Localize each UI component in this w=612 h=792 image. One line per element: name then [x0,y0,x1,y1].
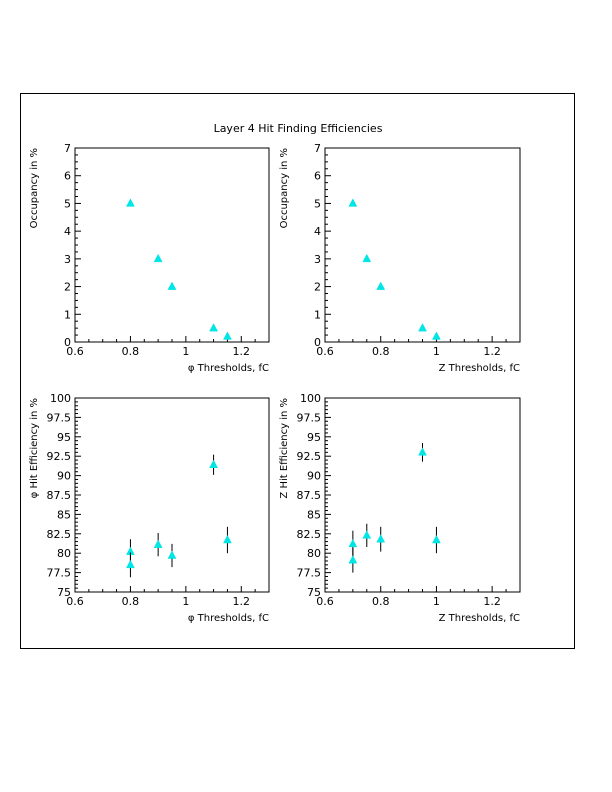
y-tick-label: 85 [307,508,321,521]
y-tick-label: 7 [314,142,321,155]
x-axis-label: Z Thresholds, fC [439,613,520,624]
data-point-marker [153,539,163,548]
y-tick-label: 75 [57,586,71,599]
y-tick-label: 3 [314,253,321,266]
x-tick-label: 1 [182,595,189,608]
x-tick-label: 1.2 [483,345,501,358]
y-tick-label: 87.5 [297,489,322,502]
data-point-marker [418,447,427,456]
x-axis-label: Z Thresholds, fC [439,363,520,374]
y-tick-label: 87.5 [47,489,72,502]
y-tick-label: 100 [50,392,71,405]
x-tick-label: 0.8 [372,345,390,358]
y-tick-label: 90 [307,470,321,483]
y-tick-label: 90 [57,470,71,483]
y-tick-label: 92.5 [47,450,72,463]
x-axis-label: φ Thresholds, fC [188,613,269,624]
y-axis-label: Occupancy in % [279,148,290,228]
y-tick-label: 4 [64,225,71,238]
y-tick-label: 77.5 [297,567,322,580]
y-tick-label: 6 [64,170,71,183]
y-tick-label: 0 [64,336,71,349]
y-tick-label: 100 [300,392,321,405]
y-tick-label: 1 [64,308,71,321]
x-tick-label: 0.8 [372,595,390,608]
panel-top-right: 0.6 0.8 1 1.2 0 1 2 3 4 5 6 7 Z Thresholds, fC Occupa… [279,142,521,374]
x-tick-label: 1 [433,595,440,608]
data-point-marker [223,534,232,544]
figure-title: Layer 4 Hit Finding Efficiencies [213,122,383,135]
y-tick-label: 97.5 [47,411,72,424]
x-tick-label: 0.8 [122,345,140,358]
y-tick-label: 85 [57,508,71,521]
x-tick-label: 0.8 [122,595,140,608]
data-point-marker [126,559,135,569]
data-point-marker [362,530,372,539]
x-tick-label: 0.6 [66,345,84,358]
x-tick-label: 0.6 [316,345,334,358]
data-point-marker [126,198,135,207]
y-tick-label: 4 [314,225,321,238]
x-tick-label: 1.2 [233,345,251,358]
data-point-marker [418,323,427,332]
data-point-marker [376,534,386,543]
data-point-marker [348,198,358,207]
data-point-marker [209,459,218,468]
y-tick-label: 3 [64,253,71,266]
y-tick-label: 95 [307,431,321,444]
panel-top-left: 0.6 0.8 1 1.2 0 1 2 3 4 5 6 7 φ Thresholds, fC Occupa… [29,142,270,374]
y-tick-label: 82.5 [47,528,72,541]
y-tick-label: 80 [307,547,321,560]
x-tick-label: 0.6 [316,595,334,608]
data-point-marker [209,323,218,332]
data-point-marker [432,534,441,544]
data-point-marker [167,550,177,559]
y-tick-label: 2 [64,281,71,294]
x-tick-label: 1.2 [483,595,501,608]
y-axis-label: φ Hit Efficiency in % [29,398,40,498]
data-point-marker [432,331,441,340]
data-point-marker [223,331,232,340]
data-point-marker [348,538,358,548]
y-axis-label: Z Hit Efficiency in % [279,398,290,499]
plot-frame [324,147,521,343]
y-tick-label: 77.5 [47,567,72,580]
x-axis-label: φ Thresholds, fC [188,363,269,374]
figure-frame [20,93,575,649]
y-tick-label: 75 [307,586,321,599]
y-tick-label: 6 [314,170,321,183]
y-tick-label: 82.5 [297,528,322,541]
y-tick-label: 7 [64,142,71,155]
y-tick-label: 92.5 [297,450,322,463]
data-point-marker [167,281,177,290]
panel-bottom-left: 0.6 0.8 1 1.2 75 77.5 80 82.5 85 87.5 90 92.5 95 97.5… [29,392,270,624]
x-tick-label: 1 [182,345,189,358]
y-tick-label: 97.5 [297,411,322,424]
y-tick-label: 2 [314,281,321,294]
y-tick-label: 80 [57,547,71,560]
y-tick-label: 1 [314,308,321,321]
y-axis-label: Occupancy in % [29,148,40,228]
plot-frame [74,147,270,343]
y-tick-label: 95 [57,431,71,444]
y-tick-label: 0 [314,336,321,349]
x-tick-label: 1 [433,345,440,358]
data-point-marker [153,253,163,263]
panel-bottom-right: 0.6 0.8 1 1.2 75 77.5 80 82.5 85 87.5 90 92.5 95 97.5… [279,392,521,624]
y-tick-label: 5 [64,197,71,210]
y-tick-label: 5 [314,197,321,210]
data-point-marker [362,253,372,263]
data-point-marker [348,555,358,564]
data-point-marker [376,281,386,290]
x-tick-label: 0.6 [66,595,84,608]
x-tick-label: 1.2 [233,595,251,608]
